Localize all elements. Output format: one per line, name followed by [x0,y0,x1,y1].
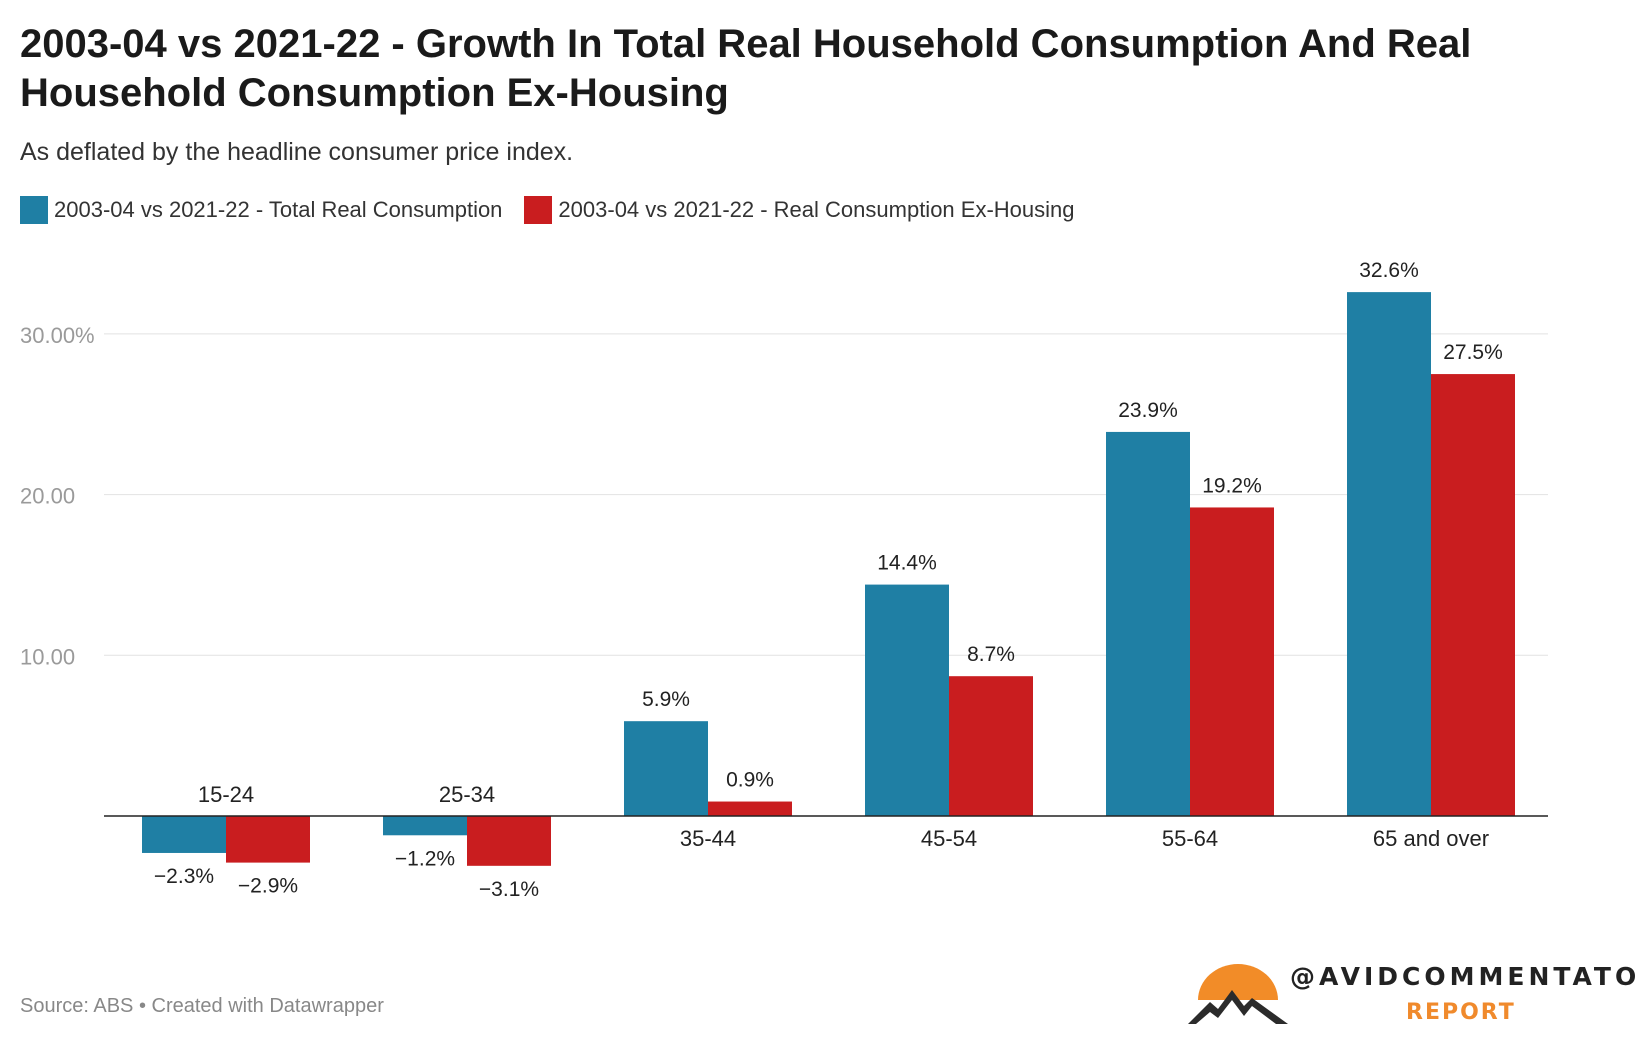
data-label: −2.3% [154,865,214,888]
x-tick-label: 35-44 [680,826,736,851]
mountain-sun-icon [1188,964,1288,1024]
data-label: −1.2% [395,847,455,870]
brand-sub: REPORT [1406,1000,1516,1025]
brand-handle: @AVIDCOMMENTATOR [1290,962,1640,991]
x-tick-label: 65 and over [1373,826,1489,851]
data-label: 32.6% [1359,259,1419,282]
legend-swatch-ex-housing [524,196,553,224]
bar [467,816,551,866]
brand-block: @AVIDCOMMENTATOR REPORT [1188,962,1640,1038]
bar [142,816,226,853]
data-label: −3.1% [479,878,539,901]
data-label: 0.9% [726,769,774,792]
x-tick-label: 55-64 [1162,826,1218,851]
legend-swatch-total [20,196,48,224]
bar [624,721,708,816]
bar [1431,374,1515,816]
bar [865,584,949,816]
bar [226,816,310,863]
y-tick-label: 10.00 [20,644,75,669]
data-label: 23.9% [1118,399,1178,422]
x-tick-label: 25-34 [439,782,495,807]
bar [1190,507,1274,816]
bar [383,816,467,836]
x-tick-label: 45-54 [921,826,977,851]
legend: 2003-04 vs 2021-22 - Total Real Consumpt… [20,196,1097,224]
bar [1106,431,1190,816]
chart-subtitle: As deflated by the headline consumer pri… [20,138,574,166]
chart-title: 2003-04 vs 2021-22 - Growth In Total Rea… [20,22,1472,115]
legend-label-ex-housing: 2003-04 vs 2021-22 - Real Consumption Ex… [558,197,1075,222]
source-note: Source: ABS • Created with Datawrapper [20,995,384,1017]
legend-item-ex-housing: 2003-04 vs 2021-22 - Real Consumption Ex… [524,196,1075,224]
data-label: 14.4% [877,552,937,575]
y-tick-label: 20.00 [20,484,75,509]
data-label: 19.2% [1202,474,1262,497]
bar [949,676,1033,816]
data-label: 8.7% [967,643,1015,666]
data-label: 27.5% [1443,341,1503,364]
legend-label-total: 2003-04 vs 2021-22 - Total Real Consumpt… [54,197,503,222]
data-label: 5.9% [642,688,690,711]
bar [708,801,792,816]
legend-item-total: 2003-04 vs 2021-22 - Total Real Consumpt… [20,196,502,224]
data-label: −2.9% [238,875,298,898]
x-tick-label: 15-24 [198,782,254,807]
y-tick-label: 30.00% [20,323,95,348]
bar [1347,292,1431,816]
